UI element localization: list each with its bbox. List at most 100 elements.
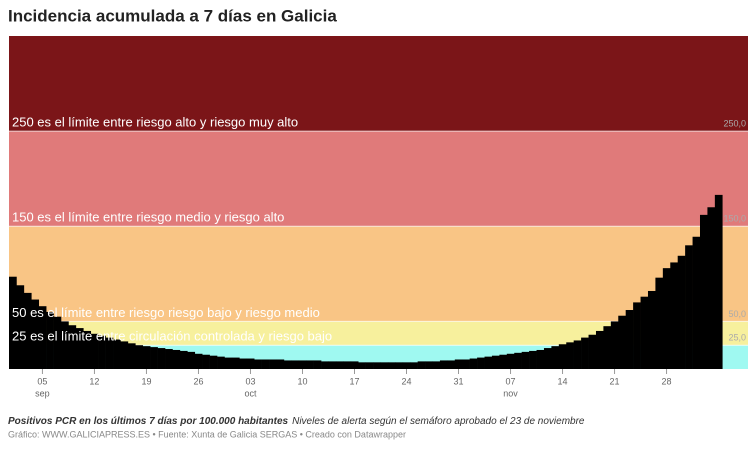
bar xyxy=(677,255,686,369)
bar xyxy=(9,276,17,369)
x-tick-label: 26 xyxy=(193,376,203,386)
bar xyxy=(276,359,285,369)
bar xyxy=(150,347,158,369)
bar xyxy=(38,306,47,369)
alert-band xyxy=(9,226,748,322)
bar xyxy=(395,362,404,369)
x-tick-label: 28 xyxy=(662,376,672,386)
bar xyxy=(16,285,25,369)
bar xyxy=(343,361,352,369)
description: Positivos PCR en los últimos 7 días por … xyxy=(8,416,289,427)
alert-band xyxy=(9,131,748,227)
bar xyxy=(536,349,545,369)
alert-band xyxy=(9,321,748,346)
x-tick-label: 24 xyxy=(401,376,411,386)
bar xyxy=(135,345,144,369)
bar xyxy=(380,362,389,369)
bar xyxy=(98,335,106,369)
band-label: 150 es el límite entre riesgo medio y ri… xyxy=(12,210,284,225)
bar xyxy=(254,359,262,369)
bar xyxy=(640,296,649,369)
bar xyxy=(61,321,69,369)
bar xyxy=(120,341,129,369)
footnote: Positivos PCR en los últimos 7 días por … xyxy=(8,416,585,427)
x-month-label: sep xyxy=(35,388,50,398)
bar xyxy=(187,351,196,369)
x-tick-label: 21 xyxy=(610,376,620,386)
bar xyxy=(714,194,723,369)
bar xyxy=(261,359,270,369)
bar xyxy=(283,360,292,369)
bar xyxy=(365,362,374,369)
bar xyxy=(417,361,426,369)
bar xyxy=(313,360,322,369)
bar xyxy=(439,360,448,369)
bar xyxy=(491,355,500,369)
plot: 25 es el límite entre circulación contro… xyxy=(9,36,748,398)
bar xyxy=(373,362,381,369)
bar xyxy=(209,355,218,369)
bar xyxy=(157,348,166,369)
bar xyxy=(662,268,671,369)
bar xyxy=(610,321,619,369)
bar xyxy=(499,354,508,369)
bar xyxy=(291,360,300,369)
band-label: 25 es el límite entre circulación contro… xyxy=(12,329,332,344)
bar xyxy=(670,262,678,369)
bar xyxy=(514,352,522,369)
bar xyxy=(246,358,255,369)
bar xyxy=(46,311,54,369)
x-tick-label: 07 xyxy=(506,376,516,386)
bar xyxy=(566,342,574,369)
bar xyxy=(335,361,344,369)
y-tick-label: 25,0 xyxy=(728,333,746,343)
bar xyxy=(172,349,181,369)
bar xyxy=(202,354,210,369)
bar xyxy=(581,337,589,369)
bar xyxy=(618,315,626,369)
bar xyxy=(543,348,552,369)
bar xyxy=(224,357,233,369)
bar xyxy=(306,360,314,369)
x-month-label: oct xyxy=(244,388,257,398)
bar xyxy=(298,360,307,369)
bar xyxy=(53,316,62,369)
bar xyxy=(410,362,418,369)
bar xyxy=(655,277,664,369)
bar xyxy=(90,333,99,369)
bar xyxy=(506,353,515,369)
bar xyxy=(142,346,151,369)
x-tick-label: 05 xyxy=(37,376,47,386)
bar xyxy=(521,351,530,369)
bar xyxy=(469,358,478,369)
bar xyxy=(402,362,411,369)
bar xyxy=(127,343,136,369)
y-tick-label: 150,0 xyxy=(723,214,746,224)
bar xyxy=(321,361,329,369)
bar xyxy=(454,359,463,369)
x-month-label: nov xyxy=(503,388,518,398)
x-tick-label: 10 xyxy=(297,376,307,386)
bar xyxy=(358,362,366,369)
bar xyxy=(477,357,485,369)
bar xyxy=(633,302,641,369)
bar xyxy=(75,328,84,369)
bar xyxy=(269,359,277,369)
bar xyxy=(68,325,77,369)
x-tick-label: 03 xyxy=(245,376,255,386)
bar xyxy=(217,356,225,369)
source: Gráfico: WWW.GALICIAPRESS.ES • Fuente: X… xyxy=(8,429,406,439)
bar xyxy=(484,356,493,369)
y-tick-label: 50,0 xyxy=(728,309,746,319)
bar xyxy=(558,344,567,369)
bar xyxy=(350,361,359,369)
bar xyxy=(31,299,40,369)
bar xyxy=(647,290,656,369)
band-label: 50 es el límite entre riesgo riesgo bajo… xyxy=(12,305,320,320)
bar xyxy=(573,340,582,369)
bar xyxy=(685,245,693,369)
bar xyxy=(603,326,612,369)
x-tick-label: 17 xyxy=(349,376,359,386)
